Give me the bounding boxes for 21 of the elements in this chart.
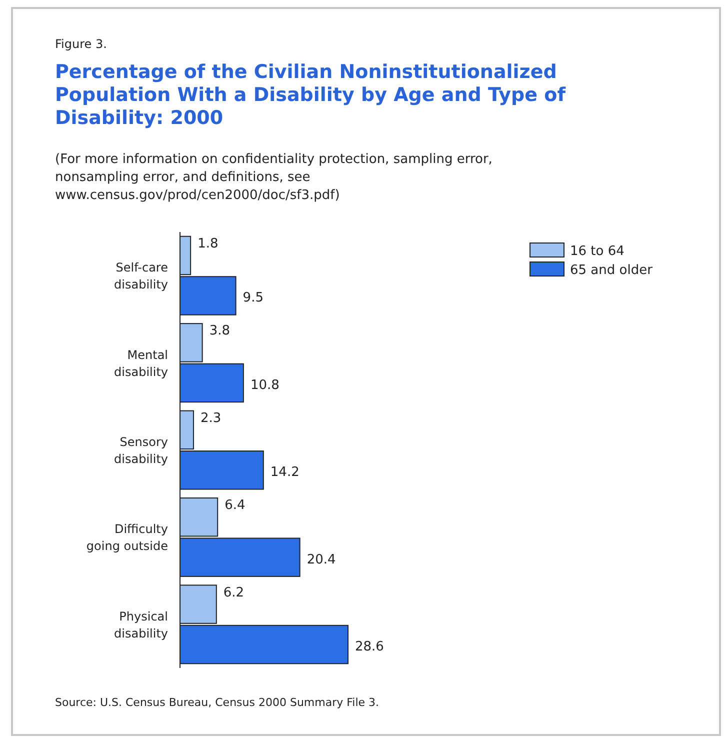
chart-subtitle: (For more information on confidentiality protection, sampling error, nonsampling error, and definitions, see www.census.gov/prod/cen2000/doc/sf3.pdf) bbox=[55, 152, 492, 203]
y-tick-label: Difficulty going outside bbox=[86, 522, 168, 554]
data-label: 20.4 bbox=[306, 552, 336, 568]
chart-title: Percentage of the Civilian Noninstitutionalized Population With a Disability by Age and Type of Disability: 2000 bbox=[55, 61, 566, 129]
y-tick-label: Sensory disability bbox=[114, 435, 168, 466]
legend-label: 16 to 64 bbox=[570, 244, 624, 259]
data-label: 14.2 bbox=[270, 465, 300, 480]
data-label: 9.5 bbox=[242, 290, 264, 306]
legend-label: 65 and older bbox=[570, 263, 654, 278]
data-label: 6.4 bbox=[224, 498, 246, 514]
data-label: 1.8 bbox=[198, 236, 218, 252]
data-label: 3.8 bbox=[209, 324, 230, 339]
data-label: 6.2 bbox=[223, 585, 244, 600]
caption: Figure 3. bbox=[55, 37, 107, 51]
data-label: 2.3 bbox=[200, 410, 222, 426]
y-tick-label: Mental disability bbox=[114, 348, 168, 379]
y-tick-label: Self-care disability bbox=[114, 260, 168, 292]
source-note: Source: U.S. Census Bureau, Census 2000 Summary File 3. bbox=[55, 696, 380, 709]
data-label: 28.6 bbox=[355, 640, 384, 655]
data-label: 10.8 bbox=[250, 378, 280, 393]
y-tick-label: Physical disability bbox=[114, 609, 168, 640]
